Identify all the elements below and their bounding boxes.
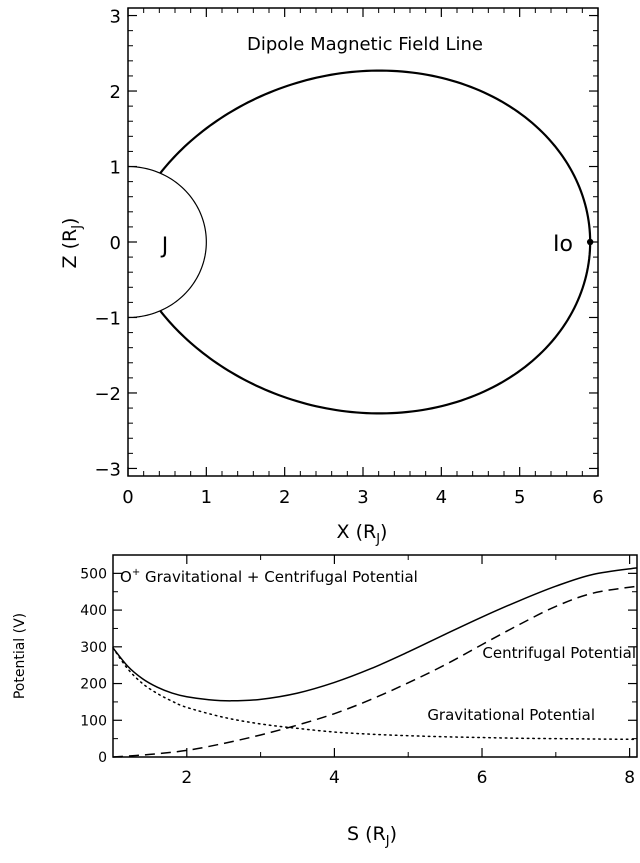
potential-curves xyxy=(112,567,638,758)
dipole-ytick-label: −3 xyxy=(94,459,121,480)
potential-title-main: O xyxy=(120,568,132,586)
field-line xyxy=(159,69,592,415)
potential-xlabel-close: ) xyxy=(390,823,397,845)
potential-xtick-label: 2 xyxy=(181,768,192,788)
dipole-curves xyxy=(127,69,594,415)
dipole-xlabel: X (RJ) xyxy=(337,521,388,547)
dipole-ticks: 0 1 2 3 4 5 6 −3 −2 −1 0 1 2 3 xyxy=(94,7,603,508)
potential-xtick-label: 4 xyxy=(329,768,340,788)
potential-xtick-label: 8 xyxy=(624,768,635,788)
dipole-xtick-label: 4 xyxy=(436,487,447,508)
moon-label: Io xyxy=(553,232,573,257)
potential-panel: 2 4 6 8 0 100 200 300 400 500 O+ Gravitational + … xyxy=(12,554,638,849)
dipole-panel: 0 1 2 3 4 5 6 −3 −2 −1 0 1 2 3 Dipole Magnetic Field … xyxy=(59,7,604,547)
dipole-ytick-label: 0 xyxy=(110,233,121,254)
potential-plot-frame xyxy=(112,554,638,758)
potential-xtick-label: 6 xyxy=(477,768,488,788)
dipole-ylabel: Z (RJ) xyxy=(59,218,85,269)
dipole-xtick-label: 5 xyxy=(514,487,525,508)
planet-label: J xyxy=(160,234,169,259)
jupiter-outline xyxy=(127,165,207,319)
potential-ytick-label: 0 xyxy=(98,750,107,766)
potential-title-rest: Gravitational + Centrifugal Potential xyxy=(140,568,418,586)
dipole-ytick-label: −1 xyxy=(94,308,121,329)
dipole-ylabel-sub: J xyxy=(70,225,85,230)
potential-xlabel-sub: J xyxy=(385,834,390,849)
potential-ytick-label: 200 xyxy=(80,677,107,693)
dipole-ytick-label: 3 xyxy=(110,7,121,28)
dipole-xlabel-close: ) xyxy=(380,521,387,543)
dipole-xtick-label: 6 xyxy=(592,487,603,508)
centrifugal-annotation: Centrifugal Potential xyxy=(482,644,636,662)
dipole-xlabel-main: X (R xyxy=(337,521,377,543)
dipole-ytick-label: 1 xyxy=(110,158,121,179)
dipole-ylabel-close: ) xyxy=(59,218,81,225)
potential-ytick-label: 300 xyxy=(80,640,107,656)
dipole-ylabel-main: Z (R xyxy=(59,229,81,269)
potential-ticks: 2 4 6 8 0 100 200 300 400 500 xyxy=(80,555,637,788)
dipole-title: Dipole Magnetic Field Line xyxy=(247,34,483,55)
potential-title-sup: + xyxy=(132,567,140,578)
potential-ytick-label: 500 xyxy=(80,566,107,582)
potential-ytick-label: 100 xyxy=(80,713,107,729)
potential-ytick-label: 400 xyxy=(80,603,107,619)
gravitational-annotation: Gravitational Potential xyxy=(427,706,595,724)
dipole-xtick-label: 3 xyxy=(357,487,368,508)
dipole-ytick-label: 2 xyxy=(110,82,121,103)
dipole-xtick-label: 1 xyxy=(201,487,212,508)
potential-title: O+ Gravitational + Centrifugal Potential xyxy=(120,567,418,586)
potential-xlabel: S (RJ) xyxy=(347,823,397,849)
dipole-ytick-label: −2 xyxy=(94,384,121,405)
dipole-plot-frame xyxy=(127,7,599,477)
series-gravitational-potential xyxy=(112,647,638,741)
series-total xyxy=(112,567,638,702)
potential-ylabel: Potential (V) xyxy=(12,613,28,699)
dipole-xtick-label: 2 xyxy=(279,487,290,508)
potential-xlabel-main: S (R xyxy=(347,823,386,845)
dipole-xlabel-sub: J xyxy=(375,532,380,547)
series-centrifugal-potential xyxy=(112,585,638,758)
dipole-xtick-label: 0 xyxy=(122,487,133,508)
